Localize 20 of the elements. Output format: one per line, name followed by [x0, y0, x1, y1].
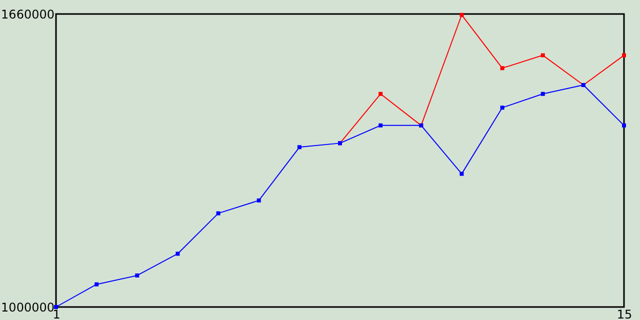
- point: [500, 106, 504, 110]
- point: [460, 172, 464, 176]
- x-tick-label: 15: [616, 308, 632, 320]
- x-tick-label: 1: [52, 308, 60, 320]
- point: [378, 92, 383, 96]
- point: [216, 211, 220, 216]
- y-tick-label: 1660000: [1, 8, 54, 22]
- point: [540, 53, 545, 58]
- point: [622, 53, 626, 58]
- point: [94, 282, 99, 286]
- point: [540, 92, 545, 96]
- point: [297, 145, 302, 150]
- y-tick-label: 1000000: [1, 300, 54, 314]
- point: [378, 123, 383, 128]
- point: [460, 12, 464, 17]
- point: [500, 66, 504, 70]
- point: [135, 273, 140, 278]
- point: [256, 198, 261, 202]
- point: [622, 123, 626, 128]
- point: [176, 252, 180, 256]
